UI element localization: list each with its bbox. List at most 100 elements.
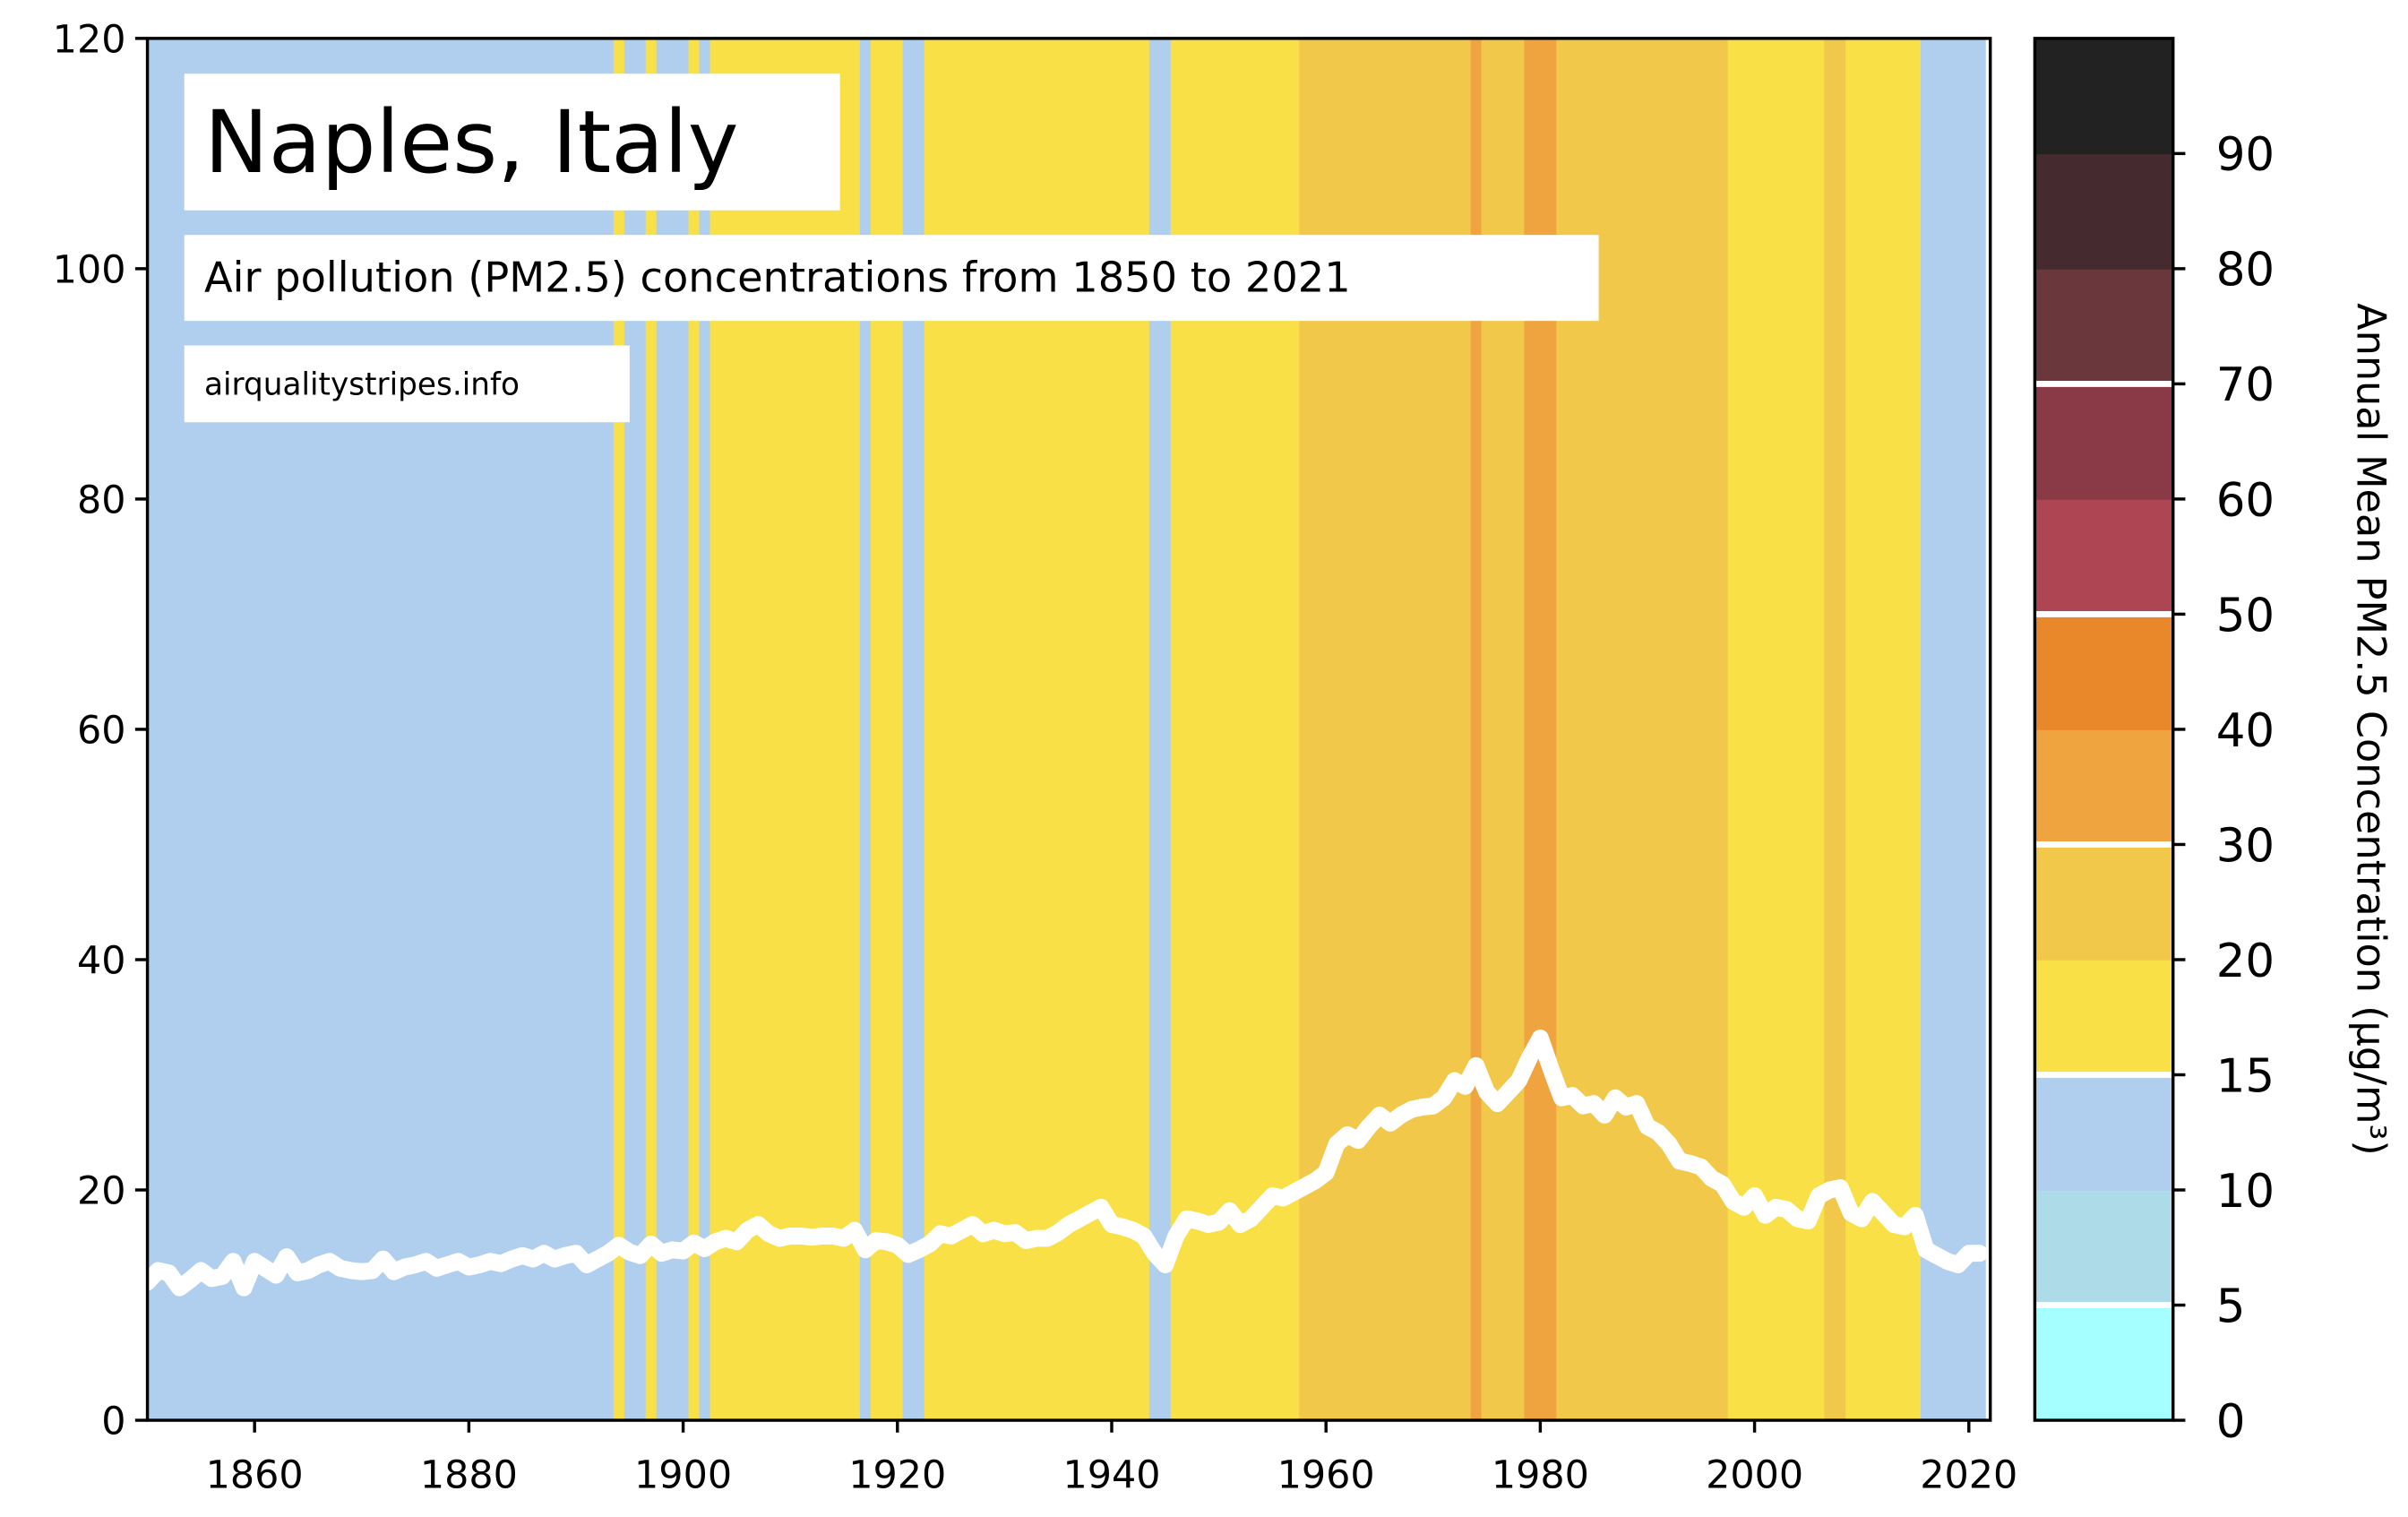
stripe	[1031, 38, 1044, 1421]
stripe	[742, 38, 754, 1421]
stripe	[147, 38, 154, 1421]
stripe	[913, 38, 925, 1421]
title-box	[184, 73, 840, 211]
stripe	[1770, 38, 1783, 1421]
stripe	[1395, 38, 1407, 1421]
colorbar-bin	[2034, 844, 2173, 961]
stripe	[1631, 38, 1644, 1421]
stripe	[1438, 38, 1450, 1421]
stripe	[1781, 38, 1793, 1421]
colorbar-bin	[2034, 268, 2173, 385]
stripe	[1384, 38, 1397, 1421]
stripe	[152, 38, 165, 1421]
stripe	[1974, 38, 1986, 1421]
title-block: Naples, Italy Air pollution (PM2.5) conc…	[184, 73, 1599, 423]
stripe	[731, 38, 744, 1421]
stripe	[1277, 38, 1290, 1421]
stripe	[1096, 38, 1108, 1421]
stripe	[1353, 38, 1365, 1421]
stripe	[967, 38, 979, 1421]
stripe	[1116, 38, 1129, 1421]
stripe	[1106, 38, 1118, 1421]
stripe	[752, 38, 765, 1421]
stripe	[656, 38, 668, 1421]
stripe	[924, 38, 936, 1421]
stripe	[1042, 38, 1054, 1421]
colorbar-bin	[2034, 153, 2173, 270]
stripe	[1792, 38, 1804, 1421]
stripe	[1063, 38, 1076, 1421]
stripe	[988, 38, 1001, 1421]
y-tick-label: 80	[77, 478, 126, 522]
stripe	[1299, 38, 1312, 1421]
stripe	[1363, 38, 1376, 1421]
stripe	[1663, 38, 1675, 1421]
y-tick-label: 0	[101, 1399, 125, 1444]
x-tick-label: 1900	[634, 1452, 732, 1497]
stripe	[1599, 38, 1612, 1421]
stripe	[785, 38, 797, 1421]
stripe	[1878, 38, 1890, 1421]
stripe	[870, 38, 882, 1421]
stripe	[1910, 38, 1922, 1421]
stripe	[1234, 38, 1247, 1421]
stripe	[1331, 38, 1344, 1421]
colorbar-bin	[2034, 1190, 2173, 1306]
colorbar-tick-label: 60	[2216, 474, 2275, 528]
stripe	[1673, 38, 1686, 1421]
stripe	[1288, 38, 1301, 1421]
stripe	[774, 38, 787, 1421]
stripe	[1374, 38, 1386, 1421]
stripe	[1074, 38, 1087, 1421]
stripe	[174, 38, 186, 1421]
stripe	[891, 38, 904, 1421]
stripe	[1813, 38, 1826, 1421]
x-tick-label: 1960	[1277, 1452, 1375, 1497]
stripe	[1888, 38, 1901, 1421]
stripe	[999, 38, 1011, 1421]
stripe	[1920, 38, 1932, 1421]
stripe	[1416, 38, 1429, 1421]
source-box	[184, 345, 630, 423]
stripe	[1159, 38, 1172, 1421]
stripe	[1695, 38, 1707, 1421]
x-tick-label: 1980	[1492, 1452, 1589, 1497]
stripe	[1320, 38, 1333, 1421]
colorbar-tick-label: 15	[2216, 1049, 2275, 1103]
stripe	[1170, 38, 1182, 1421]
stripe	[1406, 38, 1418, 1421]
stripe	[934, 38, 947, 1421]
x-tick-label: 1860	[206, 1452, 304, 1497]
stripe	[1716, 38, 1729, 1421]
x-tick-label: 1940	[1062, 1452, 1160, 1497]
stripe	[1127, 38, 1140, 1421]
stripe	[1652, 38, 1664, 1421]
stripe	[677, 38, 690, 1421]
colorbar-bin	[2034, 498, 2173, 616]
colorbar-tick-label: 0	[2216, 1395, 2246, 1449]
stripe	[1867, 38, 1879, 1421]
colorbar-tick-label: 10	[2216, 1165, 2275, 1219]
stripe	[1931, 38, 1943, 1421]
stripe	[977, 38, 990, 1421]
stripe	[1588, 38, 1601, 1421]
x-tick-label: 1880	[420, 1452, 518, 1497]
source: airqualitystripes.info	[204, 366, 520, 402]
stripe	[1824, 38, 1836, 1421]
stripe	[1738, 38, 1750, 1421]
y-tick-label: 120	[53, 17, 126, 62]
colorbar-tick-label: 50	[2216, 589, 2275, 642]
stripe	[1684, 38, 1697, 1421]
stripe	[1010, 38, 1022, 1421]
stripe	[1213, 38, 1226, 1421]
stripe	[1053, 38, 1065, 1421]
colorbar-bin	[2034, 728, 2173, 846]
stripe	[1963, 38, 1975, 1421]
stripe	[1706, 38, 1718, 1421]
colorbar-tick-label: 30	[2216, 819, 2275, 873]
stripe	[666, 38, 679, 1421]
stripe	[1567, 38, 1579, 1421]
stripe	[1610, 38, 1622, 1421]
colorbar-tick-label: 5	[2216, 1280, 2246, 1333]
